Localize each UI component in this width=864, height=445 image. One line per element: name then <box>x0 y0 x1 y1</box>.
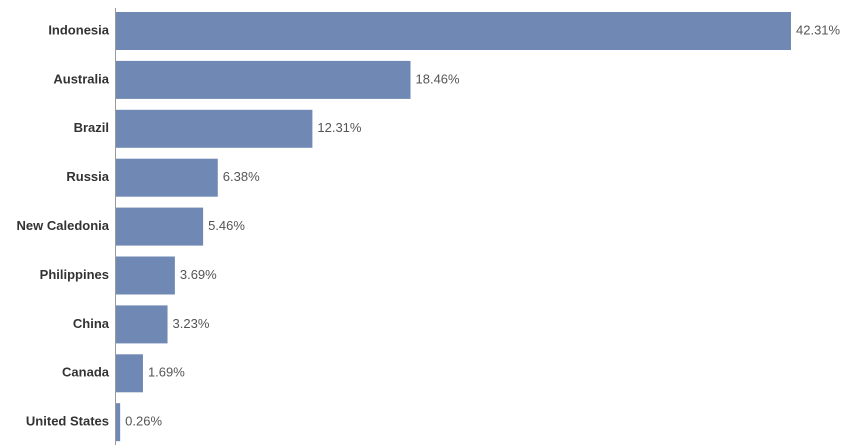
y-tick-label: Philippines <box>40 267 109 282</box>
data-label: 3.69% <box>180 267 217 282</box>
data-label: 12.31% <box>317 120 362 135</box>
bar <box>116 305 168 344</box>
bar <box>116 354 143 393</box>
y-tick-label: Brazil <box>74 120 109 135</box>
data-label: 6.38% <box>223 169 260 184</box>
data-label: 3.23% <box>173 316 210 331</box>
y-tick-label: Indonesia <box>48 22 109 37</box>
bar <box>116 109 313 148</box>
y-tick-label: China <box>73 316 110 331</box>
data-label: 5.46% <box>208 218 245 233</box>
bar <box>116 207 204 246</box>
y-tick-label: New Caledonia <box>17 218 110 233</box>
data-label: 0.26% <box>125 414 162 429</box>
bar <box>116 12 791 50</box>
bar <box>116 158 218 197</box>
y-tick-label: Australia <box>53 71 109 86</box>
bar <box>116 256 175 295</box>
bar <box>116 403 121 442</box>
data-label: 18.46% <box>416 71 461 86</box>
y-tick-label: United States <box>26 414 109 429</box>
data-label: 1.69% <box>148 365 185 380</box>
y-tick-label: Russia <box>66 169 109 184</box>
y-tick-label: Canada <box>62 365 110 380</box>
data-label: 42.31% <box>796 22 841 37</box>
bar <box>116 60 411 99</box>
